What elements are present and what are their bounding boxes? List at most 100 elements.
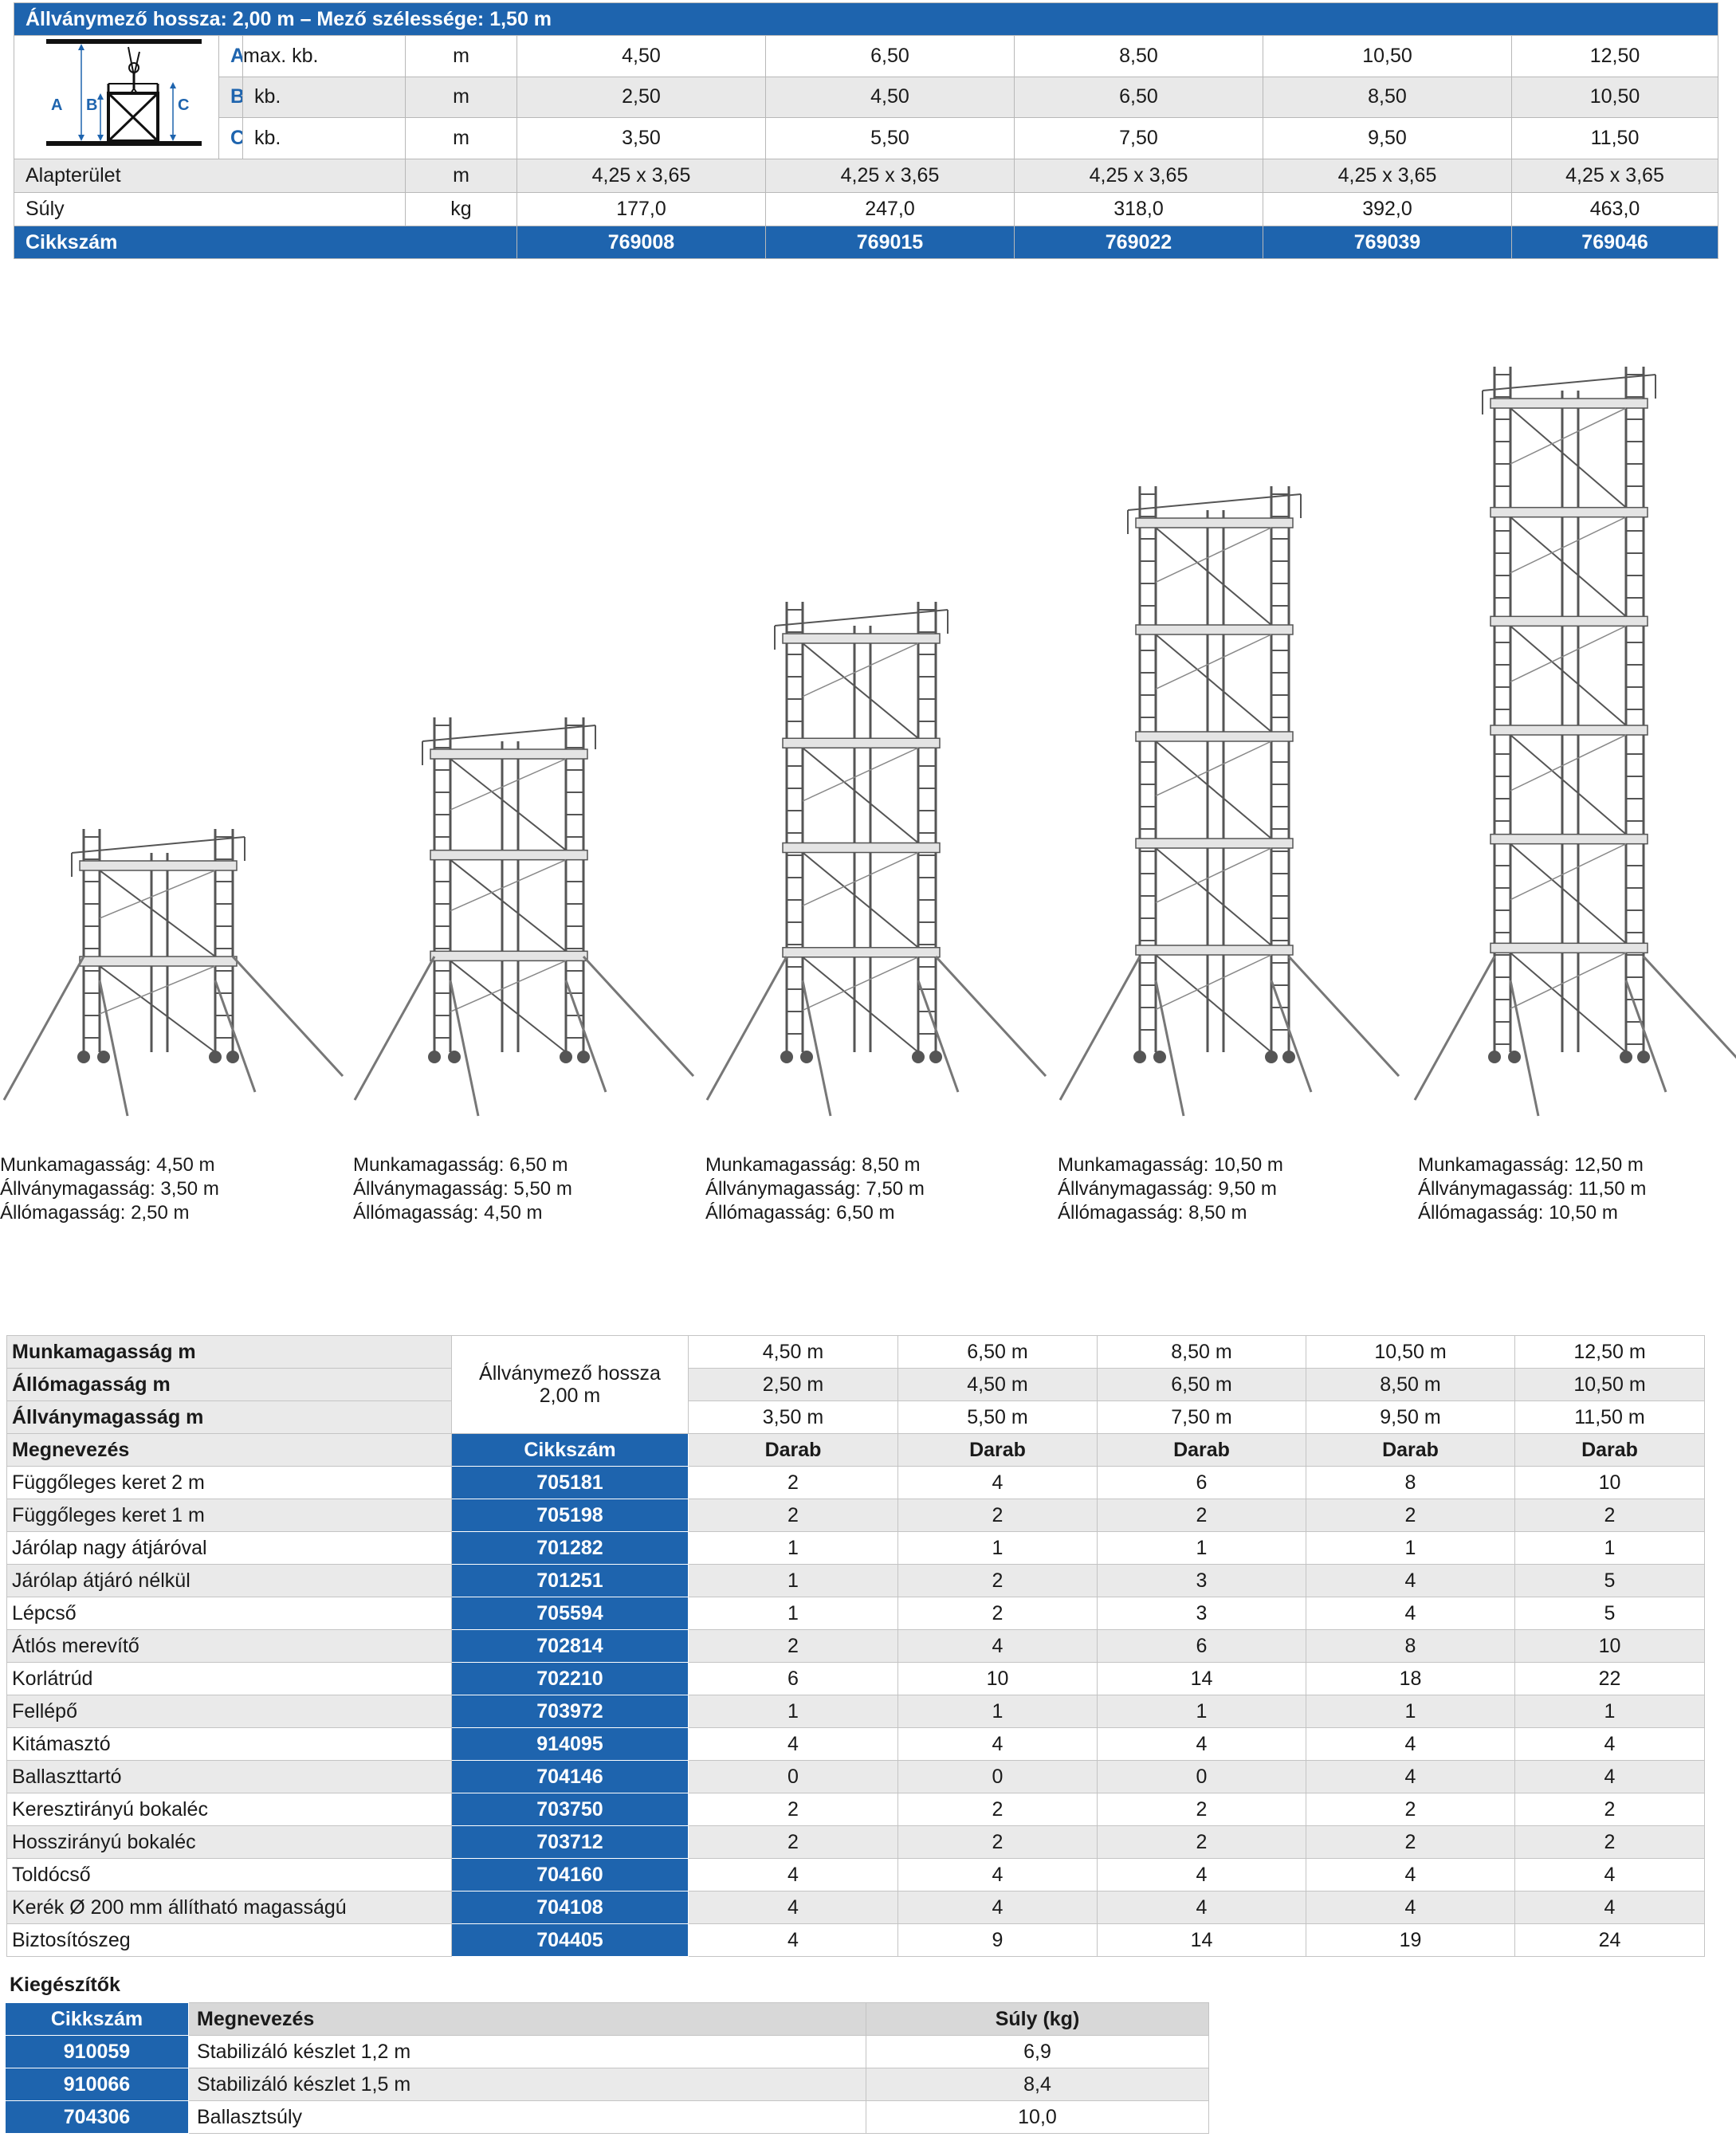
acc-name: Ballasztsúly <box>188 2100 866 2134</box>
part-qty: 6 <box>1097 1466 1306 1499</box>
part-qty: 2 <box>1514 1499 1705 1532</box>
part-qty: 2 <box>1306 1825 1515 1859</box>
row-qualifier: kb. <box>242 76 406 119</box>
value-cell: 10,50 <box>1510 76 1719 119</box>
part-qty: 2 <box>688 1499 898 1532</box>
part-qty: 0 <box>897 1760 1098 1793</box>
article-number: 769046 <box>1510 226 1719 259</box>
parts-table: Munkamagasság m Állványmező hossza 2,00 … <box>6 1335 1705 1957</box>
value-cell: 2,50 m <box>688 1368 898 1401</box>
part-qty: 4 <box>1306 1597 1515 1630</box>
part-code: 702210 <box>451 1662 689 1695</box>
field-length-label: Állványmező hossza <box>479 1362 661 1385</box>
header-label: Állómagasság m <box>6 1368 452 1401</box>
acc-code: 704306 <box>5 2100 189 2134</box>
acc-weight: 6,9 <box>866 2035 1209 2068</box>
value-cell: 4,25 x 3,65 <box>516 159 766 193</box>
part-code: 702814 <box>451 1629 689 1663</box>
part-qty: 4 <box>1306 1760 1515 1793</box>
field-length-value: 2,00 m <box>539 1385 601 1407</box>
spec-table: Állványmező hossza: 2,00 m – Mező széles… <box>13 2 1719 259</box>
part-qty: 1 <box>1097 1531 1306 1565</box>
unit-cell: kg <box>405 192 517 226</box>
scaffold-tower-image <box>0 821 351 1132</box>
part-code: 705198 <box>451 1499 689 1532</box>
part-qty: 2 <box>897 1825 1098 1859</box>
work-height: Munkamagasság: 4,50 m <box>0 1154 215 1176</box>
value-cell: 4,50 m <box>897 1368 1098 1401</box>
table-row: Biztosítószeg 704405 4 9 14 19 24 <box>6 1923 1705 1957</box>
table-row: Toldócső 704160 4 4 4 4 4 <box>6 1858 1705 1891</box>
diagram-label-c: C <box>178 96 190 114</box>
value-cell: 4,50 <box>516 35 766 77</box>
part-code: 703972 <box>451 1695 689 1728</box>
value-cell: 8,50 m <box>1097 1335 1306 1369</box>
part-qty: 2 <box>688 1825 898 1859</box>
column-header-code: Cikkszám <box>451 1433 689 1467</box>
acc-header-code: Cikkszám <box>5 2002 189 2036</box>
table-row: Ballaszttartó 704146 0 0 0 4 4 <box>6 1760 1705 1793</box>
part-qty: 2 <box>1514 1825 1705 1859</box>
table-row: Korlátrúd 702210 6 10 14 18 22 <box>6 1662 1705 1695</box>
accessories-body: 910059 Stabilizáló készlet 1,2 m 6,9 910066… <box>5 2035 1209 2134</box>
table-row: Lépcső 705594 1 2 3 4 5 <box>6 1597 1705 1630</box>
value-cell: 5,50 m <box>897 1400 1098 1434</box>
value-cell: 12,50 m <box>1514 1335 1705 1369</box>
value-cell: 463,0 <box>1510 192 1719 226</box>
part-name: Biztosítószeg <box>6 1923 452 1957</box>
part-qty: 2 <box>688 1466 898 1499</box>
column-header-qty: Darab <box>897 1433 1098 1467</box>
row-qualifier: kb. <box>242 117 406 159</box>
scaffold-tower-image <box>703 594 1054 1132</box>
part-qty: 2 <box>1306 1499 1515 1532</box>
part-code: 701282 <box>451 1531 689 1565</box>
work-height: Munkamagasság: 12,50 m <box>1418 1154 1644 1176</box>
part-qty: 2 <box>897 1564 1098 1597</box>
value-cell: 5,50 <box>765 117 1015 159</box>
table-row: Hosszirányú bokaléc 703712 2 2 2 2 2 <box>6 1825 1705 1859</box>
part-qty: 4 <box>1306 1891 1515 1924</box>
table-row: Függőleges keret 2 m 705181 2 4 6 8 10 <box>6 1466 1705 1499</box>
part-qty: 2 <box>688 1629 898 1663</box>
work-height: Munkamagasság: 10,50 m <box>1058 1154 1283 1176</box>
part-name: Ballaszttartó <box>6 1760 452 1793</box>
scaffold-height: Állványmagasság: 5,50 m <box>353 1178 572 1200</box>
caption-tower-1: Munkamagasság: 4,50 m Állványmagasság: 3… <box>0 1153 219 1225</box>
part-name: Fellépő <box>6 1695 452 1728</box>
part-qty: 1 <box>1306 1695 1515 1728</box>
part-qty: 4 <box>1306 1858 1515 1891</box>
caption-tower-4: Munkamagasság: 10,50 m Állványmagasság: … <box>1058 1153 1283 1225</box>
acc-name: Stabilizáló készlet 1,2 m <box>188 2035 866 2068</box>
value-cell: 247,0 <box>765 192 1015 226</box>
work-height: Munkamagasság: 8,50 m <box>705 1154 921 1176</box>
table-row: Járólap átjáró nélkül 701251 1 2 3 4 5 <box>6 1564 1705 1597</box>
part-name: Átlós merevítő <box>6 1629 452 1663</box>
part-code: 704405 <box>451 1923 689 1957</box>
diagram-label-a: A <box>51 96 63 114</box>
acc-weight: 10,0 <box>866 2100 1209 2134</box>
part-code: 705594 <box>451 1597 689 1630</box>
part-qty: 1 <box>688 1564 898 1597</box>
part-qty: 4 <box>897 1891 1098 1924</box>
part-qty: 4 <box>897 1727 1098 1761</box>
scaffold-height: Állványmagasság: 11,50 m <box>1418 1178 1647 1200</box>
part-qty: 1 <box>1514 1695 1705 1728</box>
part-qty: 4 <box>1097 1891 1306 1924</box>
part-qty: 4 <box>1514 1760 1705 1793</box>
work-height: Munkamagasság: 6,50 m <box>353 1154 568 1176</box>
table-row: Kitámasztó 914095 4 4 4 4 4 <box>6 1727 1705 1761</box>
part-qty: 8 <box>1306 1629 1515 1663</box>
part-qty: 1 <box>1097 1695 1306 1728</box>
part-qty: 2 <box>1097 1499 1306 1532</box>
table-row: Függőleges keret 1 m 705198 2 2 2 2 2 <box>6 1499 1705 1532</box>
part-qty: 1 <box>1514 1531 1705 1565</box>
table-row: Keresztirányú bokaléc 703750 2 2 2 2 2 <box>6 1793 1705 1826</box>
accessories-title: Kiegészítők <box>10 1974 120 1996</box>
header-label: Állványmagasság m <box>6 1400 452 1434</box>
part-qty: 2 <box>1514 1793 1705 1826</box>
part-qty: 18 <box>1306 1662 1515 1695</box>
part-qty: 3 <box>1097 1564 1306 1597</box>
part-qty: 10 <box>1514 1629 1705 1663</box>
part-name: Kerék Ø 200 mm állítható magasságú <box>6 1891 452 1924</box>
part-qty: 14 <box>1097 1662 1306 1695</box>
